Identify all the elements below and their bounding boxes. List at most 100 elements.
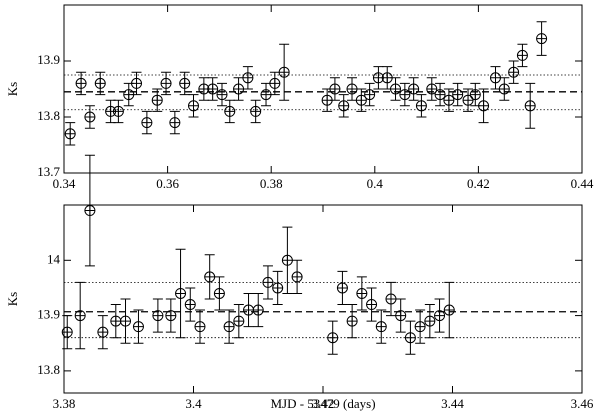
x-tick-label: 0.34 xyxy=(53,176,76,191)
y-tick-label: 13.9 xyxy=(37,307,60,322)
marker xyxy=(443,94,455,106)
marker xyxy=(152,310,164,322)
marker xyxy=(489,72,501,84)
x-axis-label: MJD - 53479 (days) xyxy=(270,396,375,411)
x-tick-label: 0.38 xyxy=(260,176,283,191)
marker xyxy=(223,321,235,333)
marker xyxy=(175,288,187,299)
marker xyxy=(424,315,436,327)
marker xyxy=(204,271,216,283)
marker xyxy=(120,315,132,327)
marker xyxy=(272,282,284,294)
marker xyxy=(112,105,124,117)
marker xyxy=(291,271,303,283)
y-axis-label: Ks xyxy=(5,292,20,306)
marker xyxy=(165,310,177,322)
y-tick-label: 13.8 xyxy=(37,362,60,377)
x-tick-label: 3.46 xyxy=(571,396,594,411)
x-tick-label: 0.44 xyxy=(571,176,594,191)
marker xyxy=(94,77,106,89)
marker xyxy=(262,276,274,288)
y-tick-label: 14 xyxy=(47,251,61,266)
marker xyxy=(132,321,144,333)
marker xyxy=(355,94,367,106)
plot-frame xyxy=(63,204,583,394)
marker xyxy=(141,117,153,129)
marker xyxy=(498,83,510,95)
marker xyxy=(426,83,438,95)
marker xyxy=(188,100,200,112)
marker xyxy=(64,128,76,140)
marker xyxy=(131,77,143,89)
x-tick-label: 3.42 xyxy=(312,396,335,411)
marker xyxy=(434,310,446,322)
marker xyxy=(151,94,163,106)
marker xyxy=(213,288,225,299)
marker xyxy=(184,299,196,310)
marker xyxy=(194,321,206,333)
marker xyxy=(375,321,387,333)
y-tick-label: 13.9 xyxy=(37,52,60,67)
marker xyxy=(399,89,411,101)
marker xyxy=(462,94,474,106)
marker xyxy=(408,83,420,95)
marker xyxy=(404,332,416,344)
marker xyxy=(269,77,281,89)
marker xyxy=(390,83,402,95)
marker xyxy=(74,310,86,322)
marker xyxy=(84,205,96,216)
marker xyxy=(97,326,109,338)
marker xyxy=(250,105,262,117)
marker xyxy=(508,66,520,78)
x-tick-label: 3.44 xyxy=(441,396,464,411)
marker xyxy=(169,117,181,129)
x-tick-label: 0.36 xyxy=(156,176,179,191)
x-tick-label: 3.4 xyxy=(185,396,202,411)
marker xyxy=(414,321,426,333)
marker xyxy=(434,89,446,101)
marker xyxy=(346,83,358,95)
marker xyxy=(338,100,350,112)
marker xyxy=(524,100,536,112)
marker xyxy=(443,304,455,316)
marker xyxy=(281,254,293,266)
marker xyxy=(243,304,255,316)
marker xyxy=(110,315,122,327)
x-tick-label: 0.4 xyxy=(367,176,384,191)
y-tick-label: 13.7 xyxy=(37,164,60,179)
marker xyxy=(329,83,341,95)
marker xyxy=(516,49,528,61)
marker xyxy=(252,304,264,316)
marker xyxy=(179,77,191,89)
marker xyxy=(224,105,236,117)
marker xyxy=(346,315,358,327)
y-tick-label: 13.8 xyxy=(37,108,60,123)
marker xyxy=(336,282,348,294)
marker xyxy=(61,326,73,338)
marker xyxy=(216,89,228,101)
marker xyxy=(364,89,376,101)
marker xyxy=(366,299,378,310)
marker xyxy=(469,89,481,101)
marker xyxy=(278,66,290,78)
marker xyxy=(356,288,368,299)
marker xyxy=(395,310,407,322)
marker xyxy=(478,100,490,112)
x-tick-label: 3.38 xyxy=(53,396,76,411)
marker xyxy=(260,89,272,101)
marker xyxy=(536,33,548,45)
y-axis-label: Ks xyxy=(5,82,20,96)
marker xyxy=(160,77,172,89)
marker xyxy=(233,315,245,327)
marker xyxy=(84,111,96,123)
plot-frame xyxy=(63,4,583,174)
marker xyxy=(207,83,219,95)
marker xyxy=(385,293,397,305)
marker xyxy=(327,332,339,344)
x-tick-label: 0.42 xyxy=(467,176,490,191)
marker xyxy=(233,83,245,95)
marker xyxy=(452,89,464,101)
marker xyxy=(242,72,254,84)
marker xyxy=(415,100,427,112)
